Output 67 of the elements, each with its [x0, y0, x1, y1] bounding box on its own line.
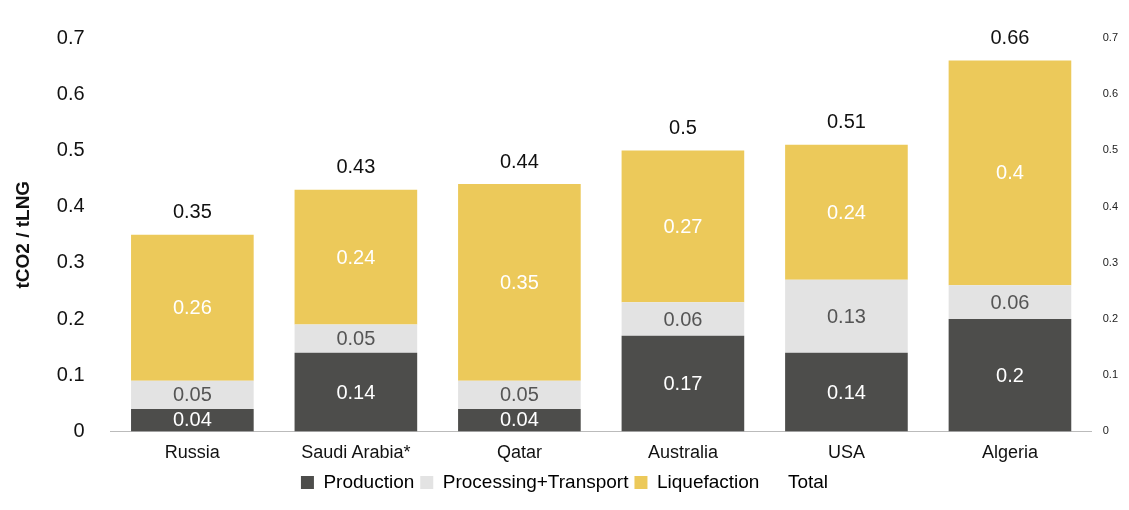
data-label: 0.26	[172, 296, 212, 319]
legend-label: Processing+Transport	[442, 470, 630, 492]
y-tick-label: 0.5	[56, 137, 85, 160]
bar	[131, 380, 254, 409]
data-label: 0.17	[663, 372, 703, 395]
y2-tick-label: 0.2	[1102, 312, 1119, 325]
bar	[621, 150, 745, 303]
bar	[948, 60, 1072, 286]
data-label: 0.06	[663, 307, 703, 330]
y2-tick-label: 0.5	[1102, 143, 1119, 156]
data-label: 0.06	[990, 290, 1030, 313]
bar	[458, 184, 581, 381]
x-tick-label: USA	[827, 442, 865, 463]
bar	[294, 189, 418, 325]
bar	[621, 302, 745, 336]
y-tick-label: 0.3	[56, 250, 85, 273]
total-label: 0.44	[499, 149, 539, 172]
total-label: 0.66	[990, 26, 1030, 48]
x-tick-label: Qatar	[496, 442, 542, 463]
data-label: 0.13	[826, 304, 866, 327]
data-label: 0.35	[499, 270, 539, 293]
total-label: 0.5	[669, 115, 697, 138]
bar	[294, 324, 418, 353]
x-tick-label: Russia	[164, 442, 221, 463]
data-label: 0.4	[996, 161, 1024, 184]
y2-tick-label: 0.6	[1102, 87, 1119, 100]
y2-tick-label: 0.3	[1102, 255, 1119, 268]
y-tick-label: 0.4	[56, 194, 85, 217]
data-label: 0.24	[826, 200, 866, 223]
data-label: 0.05	[499, 383, 539, 406]
y2-tick-label: 0.1	[1102, 368, 1119, 381]
y-tick-label: 0	[73, 418, 85, 441]
total-label: 0.35	[172, 200, 212, 223]
y2-tick-label: 0.7	[1102, 31, 1119, 44]
bar	[294, 352, 418, 432]
x-tick-label: Algeria	[981, 442, 1039, 463]
x-tick-label: Saudi Arabia*	[301, 442, 411, 463]
y-tick-label: 0.2	[56, 306, 85, 329]
legend-label: Liquefaction	[656, 470, 760, 492]
y-tick-label: 0.6	[56, 81, 85, 104]
x-tick-label: Australia	[647, 442, 719, 463]
total-label: 0.51	[826, 110, 866, 133]
y-tick-label: 0.7	[56, 25, 85, 48]
data-label: 0.05	[336, 327, 376, 350]
data-label: 0.24	[336, 245, 376, 268]
legend-label: Production	[323, 470, 415, 492]
y-tick-label: 0.1	[56, 362, 85, 385]
data-label: 0.14	[826, 380, 866, 403]
bar	[785, 144, 908, 280]
bar	[785, 279, 908, 353]
bar	[131, 234, 254, 381]
total-label: 0.43	[336, 155, 376, 178]
y2-tick-label: 0.4	[1102, 199, 1119, 212]
bar	[785, 352, 908, 432]
bar	[948, 285, 1072, 319]
data-label: 0.2	[996, 363, 1024, 386]
y2-tick-label: 0	[1102, 424, 1109, 437]
text: Total	[787, 470, 829, 492]
bar	[621, 335, 745, 432]
data-label: 0.14	[336, 380, 376, 403]
data-label: 0.04	[499, 407, 539, 430]
data-label: 0.05	[172, 383, 212, 406]
data-label: 0.04	[172, 407, 212, 430]
bar	[948, 319, 1072, 432]
bar	[458, 380, 581, 409]
y-axis-title: tCO2 / tLNG	[11, 180, 33, 289]
data-label: 0.27	[663, 214, 703, 237]
